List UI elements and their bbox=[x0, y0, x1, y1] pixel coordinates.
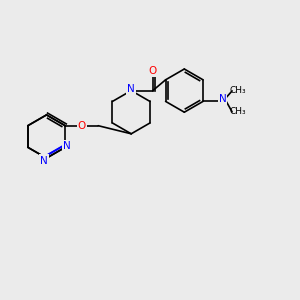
Text: N: N bbox=[219, 94, 226, 104]
Text: N: N bbox=[127, 84, 135, 94]
Text: N: N bbox=[63, 141, 70, 151]
Text: O: O bbox=[78, 121, 86, 131]
Text: N: N bbox=[40, 155, 48, 166]
Text: CH₃: CH₃ bbox=[229, 86, 246, 95]
Text: O: O bbox=[149, 66, 157, 76]
Text: CH₃: CH₃ bbox=[229, 107, 246, 116]
